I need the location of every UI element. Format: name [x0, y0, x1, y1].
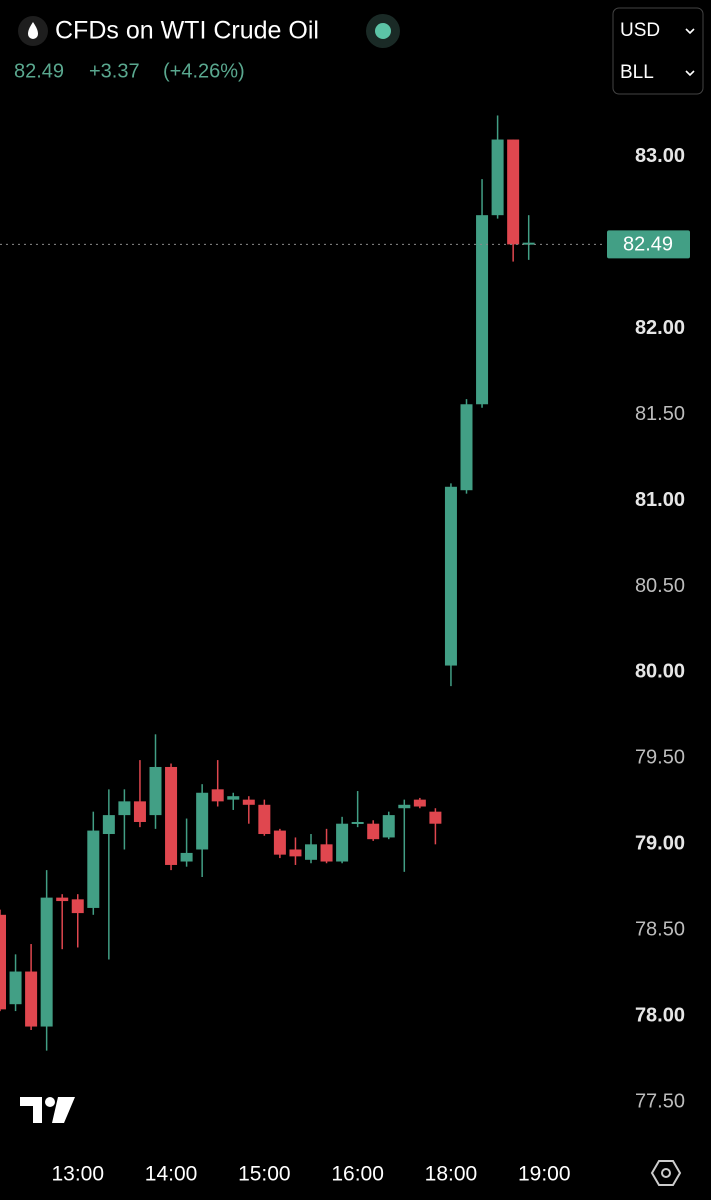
candle-body [211, 789, 224, 802]
y-tick-label: 77.50 [635, 1090, 685, 1112]
candle-body [25, 971, 38, 1027]
candle-body [227, 796, 240, 800]
price: 82.49 [14, 60, 64, 82]
candle-body [273, 830, 286, 855]
candle-body [56, 897, 69, 902]
y-tick-label: 79.50 [635, 747, 685, 769]
selector-box [612, 7, 704, 95]
candle-body [476, 215, 489, 405]
candle-body [149, 766, 162, 816]
x-tick-label: 14:00 [145, 1163, 198, 1186]
candle-body [305, 844, 317, 860]
candle-body [413, 799, 426, 807]
x-tick-label: 15:00 [238, 1163, 291, 1186]
change-percent: (+4.26%) [163, 60, 245, 82]
candle-body [133, 801, 146, 822]
change: +3.37 [89, 60, 140, 82]
candle-body [9, 971, 22, 1005]
candle-body [336, 823, 349, 862]
candle-body [102, 815, 115, 835]
candle-body [491, 139, 504, 216]
candle-body [367, 823, 380, 840]
y-tick-label: 79.00 [635, 833, 685, 855]
candle-body [242, 799, 255, 805]
candle-body [382, 815, 395, 838]
candle-body [180, 852, 193, 862]
candle-body [320, 844, 333, 862]
symbol-title: CFDs on WTI Crude Oil [55, 17, 319, 45]
candle-body [522, 242, 535, 245]
plot-area: 77.50 78.00 78.50 79.00 79.50 80.00 80.50 81.00… [0, 115, 690, 1186]
currency-select[interactable]: USD [620, 20, 660, 41]
status-dot [375, 23, 391, 39]
chevron [685, 28, 695, 35]
candle-body [258, 804, 271, 835]
candle-body [398, 804, 411, 809]
candle-body [71, 899, 84, 914]
y-tick-label: 80.50 [635, 575, 685, 597]
candle-body [196, 792, 209, 850]
candle-body [289, 849, 302, 857]
candle-body [0, 914, 6, 1010]
candle-body [165, 766, 178, 865]
candle-body [460, 404, 473, 491]
x-tick-label: 13:00 [51, 1163, 104, 1186]
x-tick-label: 19:00 [518, 1163, 571, 1186]
candle-body [429, 811, 442, 824]
candle-body [87, 830, 100, 908]
y-tick-label: 81.00 [635, 489, 685, 511]
y-tick-label: 80.00 [635, 661, 685, 683]
tv-logo [20, 1097, 75, 1123]
unit-select[interactable]: BLL [620, 62, 654, 83]
settings-icon[interactable] [650, 1160, 682, 1186]
candle-body [444, 486, 457, 666]
x-tick-label: 16:00 [331, 1163, 384, 1186]
candle-body [40, 897, 53, 1027]
y-tick-label: 81.50 [635, 403, 685, 425]
candle-body [351, 821, 364, 824]
last-price-box [607, 230, 690, 259]
y-tick-label: 78.00 [635, 1005, 685, 1027]
y-tick-label: 82.00 [635, 317, 685, 339]
drop-icon [28, 22, 38, 39]
y-tick-label: 83.00 [635, 145, 685, 167]
candle-body [118, 801, 131, 816]
candle-body [507, 139, 520, 245]
last-price-label: 82.49 [623, 234, 673, 256]
chevron [685, 70, 695, 77]
y-tick-label: 78.50 [635, 919, 685, 941]
x-tick-label: 18:00 [425, 1163, 478, 1186]
